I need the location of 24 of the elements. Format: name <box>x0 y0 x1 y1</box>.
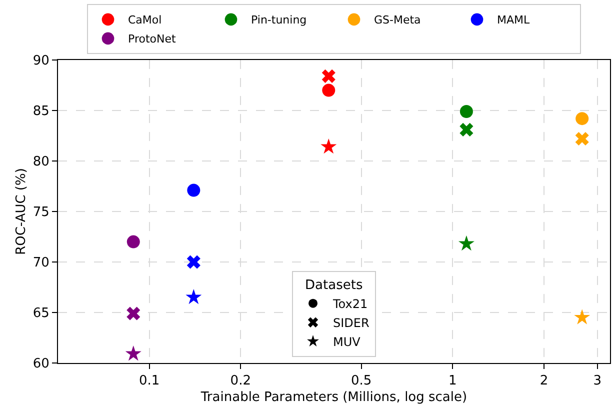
y-tick-label: 75 <box>32 205 50 220</box>
legend-label: SIDER <box>333 316 370 330</box>
y-axis-title: ROC-AUC (%) <box>14 168 29 255</box>
legend-label: Tox21 <box>332 297 368 312</box>
x-tick-label: 3 <box>593 374 602 389</box>
legend-label: MUV <box>333 335 362 350</box>
legend-label: CaMol <box>128 14 162 27</box>
x-tick-label: 0.1 <box>138 374 160 389</box>
legend-title: Datasets <box>305 278 363 293</box>
legend-label: MAML <box>497 14 531 27</box>
x-axis-title: Trainable Parameters (Millions, log scale) <box>200 390 468 406</box>
y-tick-label: 70 <box>32 256 50 271</box>
x-tick-label: 2 <box>540 374 548 389</box>
legend-label: ProtoNet <box>128 32 176 46</box>
y-tick-label: 80 <box>32 154 50 170</box>
y-tick-label: 65 <box>32 306 50 322</box>
legend-label: Pin-tuning <box>251 14 307 27</box>
y-tick-label: 60 <box>32 356 50 372</box>
y-tick-label: 85 <box>32 104 50 120</box>
legend-label: GS-Meta <box>374 14 421 27</box>
x-tick-label: 0.5 <box>351 374 372 389</box>
x-tick-label: 1 <box>448 374 457 389</box>
x-tick-label: 0.2 <box>230 374 251 389</box>
y-tick-label: 90 <box>32 54 50 69</box>
